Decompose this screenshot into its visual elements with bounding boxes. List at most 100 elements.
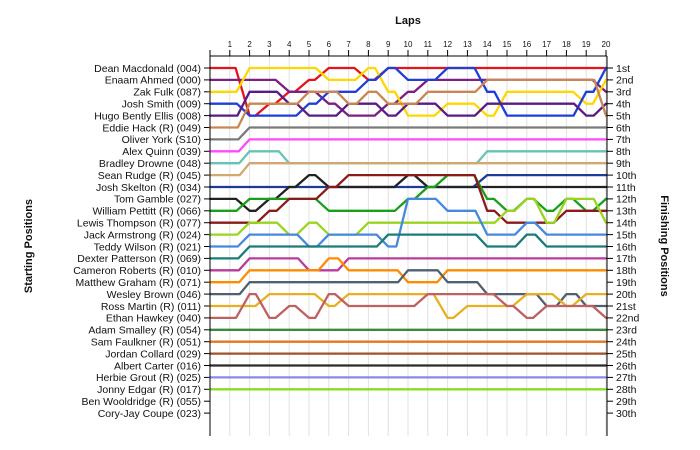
series-line-8 [208, 138, 608, 153]
lap-label-14: 14 [483, 40, 492, 49]
starting-driver-label: Albert Carter (016) [114, 360, 201, 372]
starting-driver-label: Eddie Hack (R) (049) [102, 122, 201, 134]
starting-driver-label: Oliver York (S10) [122, 134, 201, 146]
finishing-position-label: 28th [616, 384, 637, 396]
finishing-position-label: 4th [616, 99, 631, 111]
series-line-15 [208, 197, 608, 236]
lap-label-7: 7 [346, 40, 351, 49]
lap-label-6: 6 [327, 40, 332, 49]
finishing-position-label: 10th [616, 170, 637, 182]
lap-label-10: 10 [404, 40, 413, 49]
finishing-position-label: 3rd [616, 87, 631, 99]
lap-label-15: 15 [503, 40, 512, 49]
starting-driver-label: Jonny Edgar (R) (017) [97, 384, 201, 396]
starting-driver-label: Zak Fulk (087) [133, 87, 201, 99]
series-line-4 [208, 66, 608, 117]
starting-driver-label: Hugo Bently Ellis (008) [94, 110, 201, 122]
lap-label-17: 17 [542, 40, 551, 49]
lap-label-4: 4 [287, 40, 292, 49]
lap-label-9: 9 [386, 40, 391, 49]
starting-driver-label: Wesley Brown (046) [107, 289, 201, 301]
finishing-position-label: 11th [616, 182, 636, 194]
finishing-position-label: 9th [616, 158, 631, 170]
series-line-18 [208, 257, 608, 272]
lap-label-5: 5 [307, 40, 312, 49]
finishing-position-label: 14th [616, 218, 637, 230]
series-line-3 [208, 66, 608, 117]
series-line-6 [208, 78, 608, 129]
finishing-position-label: 22nd [616, 313, 640, 325]
lap-label-13: 13 [463, 40, 472, 49]
starting-driver-label: Alex Quinn (039) [122, 146, 201, 158]
finishing-position-label: 23rd [616, 325, 637, 337]
starting-driver-label: Josh Smith (009) [122, 99, 201, 111]
lap-label-19: 19 [582, 40, 591, 49]
starting-driver-label: Matthew Graham (R) (071) [76, 277, 201, 289]
lap-label-11: 11 [424, 40, 433, 49]
lap-label-20: 20 [602, 40, 611, 49]
finishing-position-label: 7th [616, 134, 631, 146]
starting-driver-label: Tom Gamble (027) [114, 194, 201, 206]
finishing-position-label: 8th [616, 146, 631, 158]
starting-driver-label: Bradley Drowne (048) [99, 158, 201, 170]
series-line-16 [208, 197, 608, 248]
series-line-22 [208, 292, 608, 320]
starting-driver-label: Sean Rudge (R) (045) [98, 170, 201, 182]
finishing-position-label: 24th [616, 337, 637, 349]
x-axis-title: Laps [395, 15, 421, 27]
finishing-position-label: 6th [616, 122, 631, 134]
lap-label-16: 16 [522, 40, 531, 49]
starting-driver-label: Jordan Collard (029) [105, 348, 201, 360]
lap-label-2: 2 [247, 40, 252, 49]
starting-driver-label: Adam Smalley (R) (054) [88, 325, 201, 337]
finishing-position-label: 27th [616, 372, 637, 384]
starting-driver-label: Dexter Patterson (R) (069) [77, 253, 201, 265]
starting-driver-label: Herbie Grout (R) (025) [96, 372, 201, 384]
lap-label-1: 1 [228, 40, 233, 49]
series-line-10 [208, 162, 608, 177]
finishing-position-label: 15th [616, 229, 637, 241]
finishing-position-label: 12th [616, 194, 637, 206]
lap-label-3: 3 [267, 40, 272, 49]
series-line-12 [208, 173, 608, 212]
starting-driver-label: Cameron Roberts (R) (010) [73, 265, 201, 277]
starting-driver-label: Ethan Hawkey (040) [106, 313, 201, 325]
y-axis-title-left: Starting Positions [23, 199, 35, 293]
finishing-position-label: 17th [616, 253, 637, 265]
starting-driver-label: Enaam Ahmed (000) [105, 75, 201, 87]
lap-label-8: 8 [366, 40, 371, 49]
finishing-position-label: 29th [616, 396, 637, 408]
starting-driver-label: Ross Martin (R) (011) [101, 301, 201, 313]
finishing-position-label: 5th [616, 110, 631, 122]
finishing-position-label: 18th [616, 265, 637, 277]
lap-label-18: 18 [562, 40, 571, 49]
series-line-19 [208, 257, 608, 284]
starting-driver-label: Cory-Jay Coupe (023) [98, 408, 201, 420]
finishing-position-label: 21st [616, 301, 636, 313]
y-axis-title-right: Finishing Positions [658, 195, 670, 296]
chart-axes [209, 55, 608, 436]
finishing-position-label: 25th [616, 348, 637, 360]
starting-driver-label: Ben Wooldridge (R) (055) [82, 396, 201, 408]
series-line-11 [208, 173, 608, 189]
finishing-position-label: 16th [616, 241, 637, 253]
finishing-position-label: 26th [616, 360, 637, 372]
lap-label-12: 12 [443, 40, 452, 49]
finishing-position-label: 13th [616, 206, 637, 218]
starting-driver-label: Teddy Wilson (R) (021) [94, 241, 201, 253]
finishing-position-label: 30th [616, 408, 637, 420]
starting-driver-label: William Pettitt (R) (066) [92, 206, 201, 218]
starting-driver-label: Jack Armstrong (R) (024) [84, 229, 201, 241]
starting-driver-label: Josh Skelton (R) (034) [96, 182, 201, 194]
finishing-position-label: 2nd [616, 75, 634, 87]
series-line-17 [208, 233, 608, 260]
series-line-5 [208, 90, 608, 117]
starting-driver-label: Lewis Thompson (R) (077) [77, 218, 201, 230]
series-line-14 [208, 173, 608, 224]
finishing-position-label: 19th [616, 277, 637, 289]
finishing-position-label: 20th [616, 289, 637, 301]
starting-driver-label: Dean Macdonald (004) [94, 63, 201, 75]
chart-series [208, 66, 608, 391]
